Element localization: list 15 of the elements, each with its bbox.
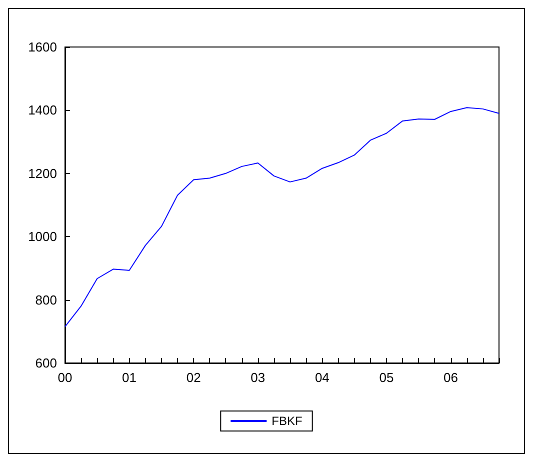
legend-label: FBKF [272, 414, 302, 428]
y-tick-label: 600 [35, 356, 57, 370]
y-tick-label: 1000 [28, 229, 57, 244]
x-tick-label: 05 [379, 370, 394, 385]
x-tick-label: 02 [186, 370, 201, 385]
y-tick-label: 800 [35, 292, 57, 308]
x-tick-label: 00 [58, 370, 72, 385]
x-tick-label: 06 [444, 370, 458, 385]
line-series [64, 107, 500, 328]
y-tick-label: 1200 [28, 166, 57, 181]
y-tick-label: 1400 [28, 102, 57, 118]
x-tick-label: 03 [250, 370, 266, 385]
x-tick-label: 01 [122, 370, 137, 385]
y-tick-label: 1600 [28, 40, 57, 54]
x-tick-label: 04 [314, 370, 330, 385]
